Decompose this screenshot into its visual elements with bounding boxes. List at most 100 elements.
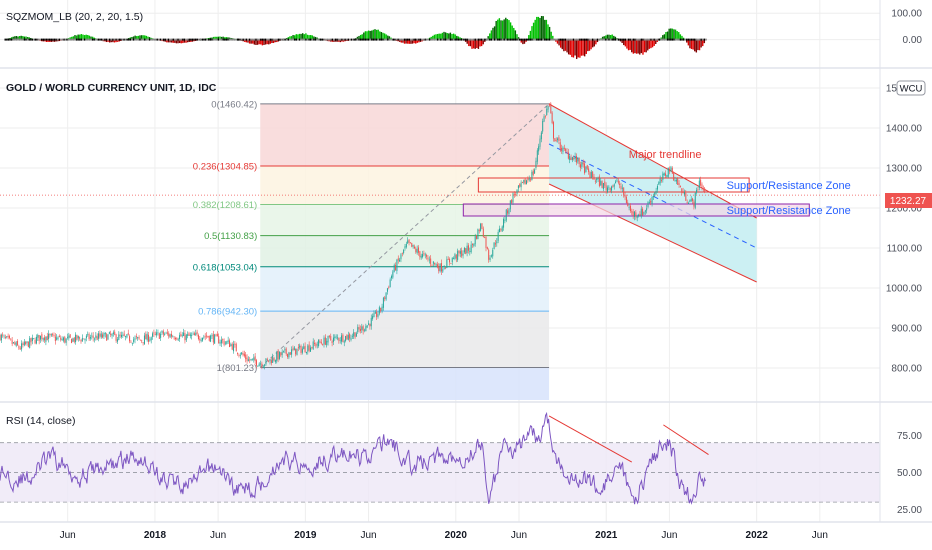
momentum-bar [642, 39, 644, 55]
support-resistance-zone[interactable] [477, 177, 750, 193]
squeeze-dot [7, 38, 10, 41]
price-candle-body [345, 336, 347, 341]
price-candle-body [397, 258, 399, 261]
price-candle-body [18, 346, 20, 349]
squeeze-dot [286, 38, 288, 41]
price-candle-body [422, 254, 424, 258]
squeeze-dot [670, 38, 672, 41]
squeeze-dot [63, 38, 65, 41]
fib-level-label: 0.236(1304.85) [193, 162, 257, 173]
fib-trend-line[interactable] [259, 103, 550, 368]
price-candle-body [453, 258, 455, 259]
price-candle-body [458, 250, 460, 254]
squeeze-dot [220, 38, 223, 41]
squeeze-dot [298, 38, 301, 41]
squeeze-dot [261, 38, 264, 41]
price-candle-body [690, 198, 692, 202]
price-candle-body [42, 338, 44, 340]
squeeze-dot [186, 38, 189, 41]
regression-channel[interactable] [548, 103, 757, 283]
squeeze-dot [67, 38, 70, 41]
price-candle-body [373, 313, 375, 317]
squeeze-dot [203, 38, 205, 41]
squeeze-dot [289, 38, 291, 41]
squeeze-dot [129, 38, 132, 41]
momentum-bar [339, 39, 342, 43]
squeeze-dot [480, 38, 483, 41]
momentum-bar [132, 36, 135, 40]
squeeze-dot [679, 38, 682, 41]
momentum-bar [264, 39, 267, 45]
squeeze-dot [211, 38, 213, 41]
chart-title[interactable]: GOLD / WORLD CURRENCY UNIT, 1D, IDC [6, 82, 217, 94]
squeeze-dot [508, 38, 510, 41]
squeeze-dot [248, 38, 251, 41]
fibonacci-retracement[interactable]: 0(1460.42) 0.236(1304.85) 0.382(1208.61) 0.… [193, 99, 550, 400]
price-candle-body [399, 259, 401, 262]
momentum-bar [588, 39, 591, 51]
major-trendline-label: Major trendline [629, 149, 702, 161]
squeeze-dot [662, 38, 664, 41]
price-candle-body [301, 348, 303, 353]
squeeze-dot [593, 38, 595, 41]
squeeze-dot [334, 38, 337, 41]
momentum-bar [390, 37, 392, 40]
price-candle-body [264, 364, 266, 366]
price-candle-body [73, 337, 75, 342]
x-axis-tick-label: Jun [812, 530, 828, 541]
momentum-bar [671, 28, 674, 40]
momentum-bar [186, 39, 189, 43]
price-candle-body [145, 334, 147, 340]
price-candle-body [94, 338, 95, 340]
price-candle-body [303, 346, 305, 350]
rsi-trendline[interactable] [548, 415, 633, 463]
momentum-bar [569, 39, 571, 55]
squeeze-dot [383, 38, 386, 41]
price-candle-body [256, 360, 257, 366]
squeeze-dot [613, 38, 615, 41]
price-candle-body [563, 147, 565, 149]
panel-separators[interactable] [0, 0, 932, 523]
price-candle-body [84, 338, 86, 341]
momentum-bar [20, 35, 22, 40]
squeeze-dot [219, 38, 221, 41]
price-candle-body [688, 202, 689, 204]
momentum-bar [415, 39, 417, 44]
momentum-bar [547, 24, 549, 40]
price-candle-body [349, 334, 351, 339]
price-candle-body [461, 250, 463, 257]
momentum-bar [372, 29, 375, 40]
momentum-bar [582, 39, 584, 56]
squeeze-dot [645, 38, 647, 41]
channel-mid-line[interactable] [548, 143, 757, 249]
fib-level-label: 0(1460.42) [211, 99, 257, 110]
price-candle-body [288, 352, 290, 358]
momentum-bar [306, 34, 309, 40]
channel-upper-line[interactable] [548, 103, 757, 219]
squeeze-dot [191, 38, 194, 41]
momentum-bar [609, 35, 612, 40]
squeeze-dot [550, 38, 552, 41]
momentum-bar [175, 39, 178, 44]
momentum-bar [681, 35, 683, 40]
price-candle-body [673, 173, 675, 181]
squeeze-dot [528, 38, 530, 41]
rsi-trendline[interactable] [663, 424, 709, 456]
momentum-bar [643, 39, 646, 53]
last-price-label: 1232.27 [885, 193, 932, 208]
squeeze-dot [36, 38, 38, 41]
price-candle-body [249, 359, 251, 361]
momentum-bar [529, 30, 532, 40]
momentum-bar [692, 39, 694, 50]
channel-fill [549, 104, 757, 282]
momentum-indicator-title[interactable]: SQZMOM_LB (20, 2, 20, 1.5) [6, 11, 143, 23]
price-candle-body [550, 103, 552, 114]
support-resistance-zones[interactable]: Support/Resistance Zone Support/Resistanc… [462, 177, 851, 217]
squeeze-dot [316, 38, 318, 41]
channel-lower-line[interactable] [548, 183, 757, 283]
price-candle-body [540, 132, 542, 140]
price-candle-body [126, 334, 128, 338]
rsi-indicator-title[interactable]: RSI (14, close) [6, 415, 75, 427]
price-candle-body [648, 202, 650, 204]
